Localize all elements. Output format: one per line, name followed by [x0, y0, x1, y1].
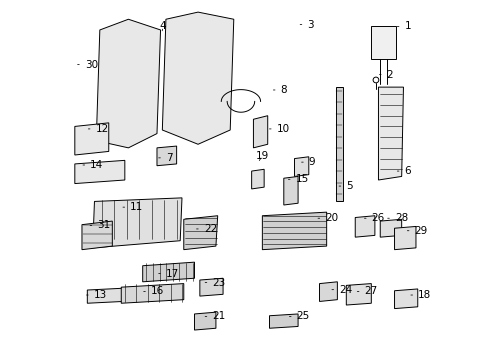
Text: 26: 26 [364, 213, 384, 223]
Polygon shape [335, 87, 342, 202]
Text: 7: 7 [159, 153, 172, 163]
Text: 23: 23 [204, 278, 225, 288]
Polygon shape [82, 221, 112, 249]
Polygon shape [75, 123, 108, 155]
Text: 16: 16 [143, 287, 164, 296]
Text: 10: 10 [269, 124, 289, 134]
Polygon shape [96, 19, 160, 148]
Text: 11: 11 [122, 202, 143, 212]
Circle shape [183, 92, 187, 96]
Polygon shape [394, 226, 415, 249]
Text: 30: 30 [78, 60, 98, 69]
Circle shape [208, 92, 212, 96]
Text: 4: 4 [160, 21, 166, 31]
Polygon shape [394, 289, 417, 309]
Text: 13: 13 [86, 290, 107, 300]
Text: 20: 20 [317, 213, 338, 223]
Circle shape [196, 92, 200, 96]
Polygon shape [157, 146, 176, 166]
Circle shape [125, 49, 131, 54]
Polygon shape [294, 157, 308, 176]
Text: 28: 28 [387, 213, 407, 223]
Text: 12: 12 [88, 124, 108, 134]
Circle shape [132, 66, 138, 72]
Polygon shape [370, 26, 395, 59]
Text: 15: 15 [288, 174, 308, 184]
Text: 21: 21 [204, 311, 225, 321]
Circle shape [132, 84, 138, 90]
Polygon shape [183, 216, 217, 249]
Polygon shape [319, 282, 337, 301]
Text: 24: 24 [331, 285, 352, 295]
Polygon shape [378, 87, 403, 180]
Polygon shape [253, 116, 267, 148]
Circle shape [208, 64, 212, 68]
Text: 14: 14 [83, 160, 103, 170]
Polygon shape [194, 312, 216, 330]
Polygon shape [269, 314, 298, 328]
Polygon shape [346, 284, 370, 305]
Polygon shape [262, 212, 326, 249]
Text: 22: 22 [196, 224, 217, 234]
Text: 19: 19 [255, 151, 268, 161]
Text: 18: 18 [410, 290, 430, 300]
Polygon shape [283, 176, 298, 205]
Polygon shape [380, 219, 401, 237]
Polygon shape [251, 169, 264, 189]
Polygon shape [87, 287, 144, 303]
Text: 5: 5 [338, 181, 352, 191]
Text: 6: 6 [396, 166, 410, 176]
Circle shape [196, 64, 200, 68]
Circle shape [118, 66, 124, 72]
Text: 8: 8 [273, 85, 286, 95]
Text: 1: 1 [396, 21, 410, 31]
Polygon shape [162, 12, 233, 144]
Circle shape [208, 78, 212, 82]
Text: 29: 29 [407, 226, 427, 236]
Text: 2: 2 [379, 69, 392, 80]
Polygon shape [93, 198, 182, 248]
Polygon shape [142, 262, 194, 282]
Text: 9: 9 [301, 157, 315, 167]
Text: 17: 17 [159, 269, 179, 279]
Text: 27: 27 [357, 287, 377, 296]
Circle shape [196, 78, 200, 82]
Polygon shape [354, 216, 374, 237]
Circle shape [183, 64, 187, 68]
Polygon shape [200, 278, 223, 296]
Polygon shape [121, 284, 183, 303]
Circle shape [118, 84, 124, 90]
Text: 3: 3 [300, 19, 313, 30]
Text: 31: 31 [90, 220, 110, 230]
Polygon shape [75, 160, 124, 184]
Text: 25: 25 [289, 311, 309, 321]
Circle shape [372, 77, 378, 83]
Circle shape [125, 99, 131, 104]
Circle shape [183, 78, 187, 82]
